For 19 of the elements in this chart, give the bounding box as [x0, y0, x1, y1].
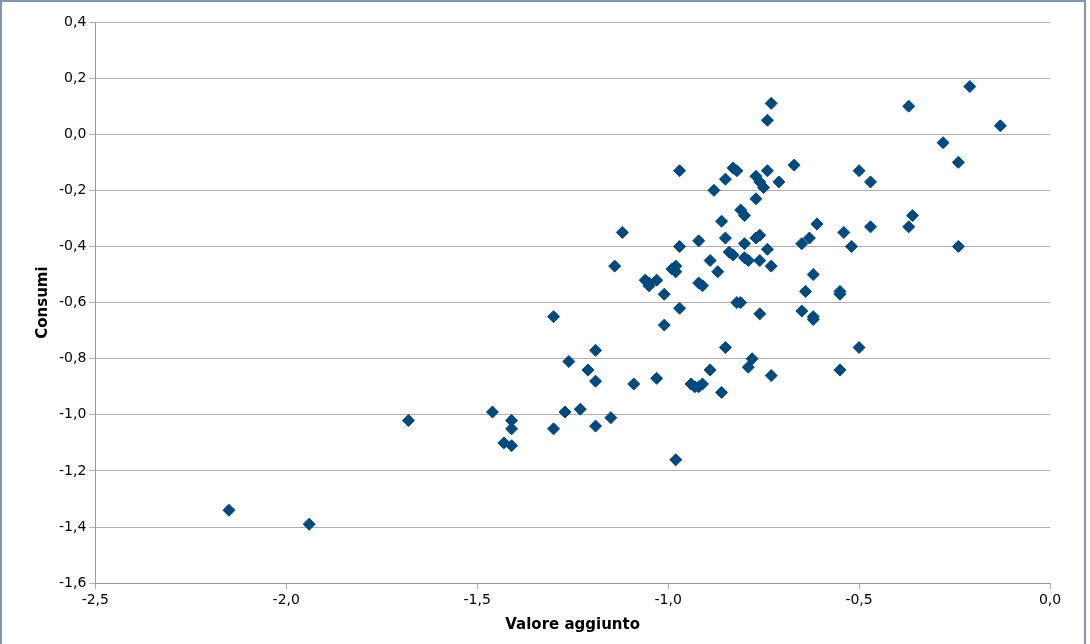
y-tick-label: 0,4 — [64, 12, 87, 29]
x-tick-label: -0,5 — [845, 591, 873, 608]
y-tick-label: -1,4 — [58, 517, 87, 534]
y-tick-label: -0,4 — [58, 237, 87, 254]
y-tick-label: -0,2 — [58, 181, 87, 197]
y-axis-title: Consumi — [32, 266, 51, 339]
y-tick-label: -1,0 — [58, 405, 87, 422]
y-tick-label: 0,0 — [64, 124, 87, 141]
y-tick-label: 0,2 — [64, 68, 87, 85]
y-tick-label: -1,6 — [58, 573, 87, 590]
y-tick-label: -1,2 — [58, 461, 87, 478]
y-tick-label: -0,8 — [58, 349, 87, 366]
y-tick-label: -0,6 — [58, 293, 87, 310]
x-tick-label: 0,0 — [1038, 591, 1062, 608]
x-tick-label: -2,5 — [81, 591, 109, 608]
x-axis-title: Valore aggiunto — [505, 614, 641, 633]
x-tick-label: -1,0 — [654, 591, 682, 608]
x-tick-label: -2,0 — [272, 591, 300, 608]
x-tick-label: -1,5 — [463, 591, 491, 608]
